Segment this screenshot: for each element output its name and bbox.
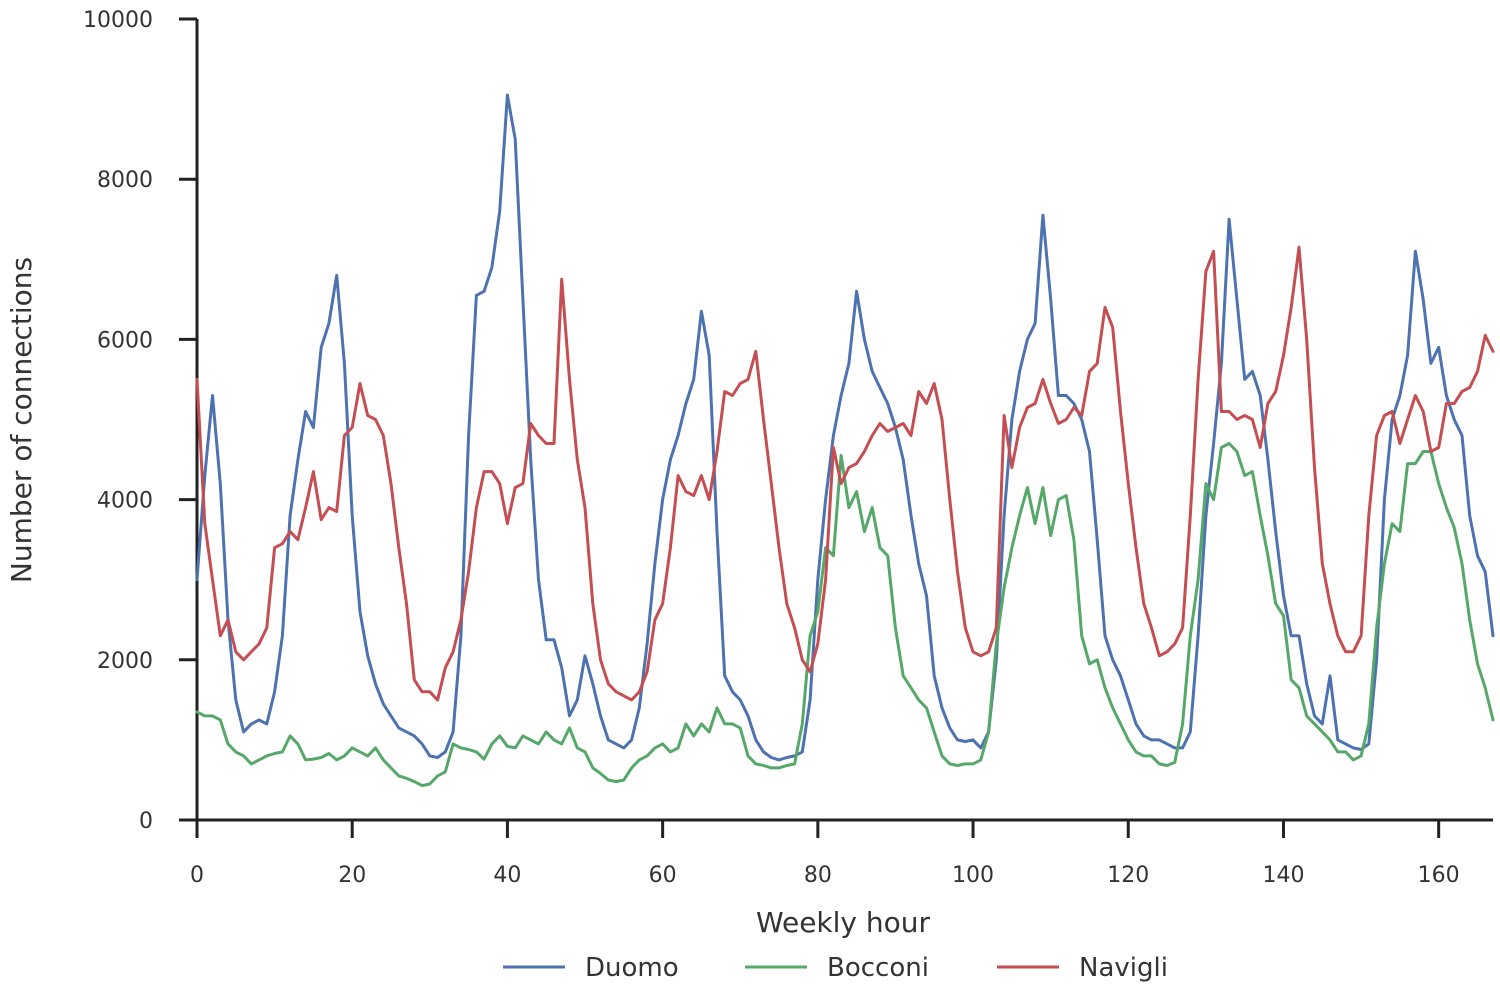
legend-label-bocconi: Bocconi [827, 953, 929, 983]
series-layer [195, 93, 1495, 788]
x-tick-label: 140 [1262, 863, 1304, 888]
x-tick-label: 40 [493, 863, 521, 888]
x-tick-label: 80 [804, 863, 832, 888]
x-tick-label: 20 [338, 863, 366, 888]
y-tick-label: 6000 [97, 328, 153, 353]
y-tick-label: 8000 [97, 168, 153, 193]
x-axis-title: Weekly hour [756, 906, 931, 939]
series-line-duomo [195, 93, 1495, 762]
legend: Duomo Bocconi Navigli [503, 953, 1168, 983]
x-axis: 0 20 40 60 80 100 120 140 160 [190, 818, 1493, 888]
legend-label-navigli: Navigli [1079, 953, 1168, 983]
y-tick-label: 2000 [97, 649, 153, 674]
series-line-navigli [195, 245, 1495, 702]
y-tick-label: 4000 [97, 489, 153, 514]
y-tick-label: 10000 [83, 8, 153, 33]
y-axis: 0 2000 4000 6000 8000 10000 [83, 8, 199, 834]
legend-label-duomo: Duomo [585, 953, 679, 983]
x-tick-label: 160 [1418, 863, 1460, 888]
x-tick-label: 60 [649, 863, 677, 888]
x-tick-label: 0 [190, 863, 204, 888]
x-tick-label: 120 [1107, 863, 1149, 888]
y-axis-title: Number of connections [5, 257, 38, 583]
series-line-bocconi [195, 442, 1495, 788]
x-tick-label: 100 [952, 863, 994, 888]
y-tick-label: 0 [139, 809, 153, 834]
